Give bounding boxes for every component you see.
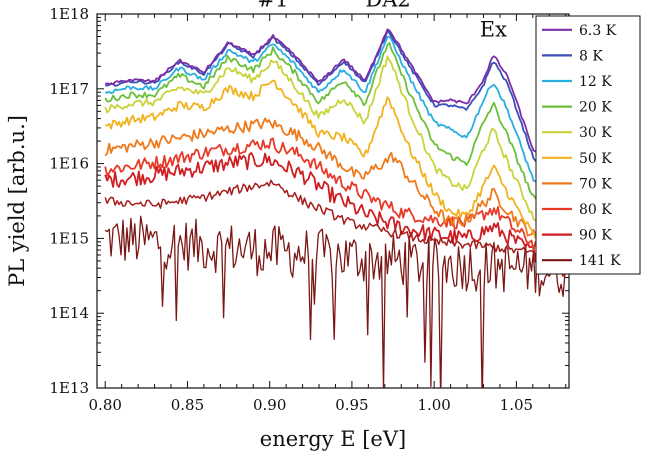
series-line-unlabeled	[104, 179, 566, 261]
series-line-70-K	[104, 117, 566, 270]
peak-label: Ex	[480, 17, 507, 41]
x-tick-label: 0.90	[253, 396, 286, 414]
series-line-50-K	[105, 79, 566, 259]
peak-label: DA2	[365, 0, 410, 12]
legend-box	[535, 15, 641, 275]
legend-label: 141 K	[579, 253, 621, 269]
series-line-30-K	[104, 55, 566, 247]
series-layer	[104, 28, 566, 388]
x-tick-label: 0.85	[171, 396, 204, 414]
legend-label: 90 K	[579, 228, 612, 244]
y-tick-label: 1E15	[49, 229, 89, 247]
legend-label: 8 K	[579, 48, 603, 64]
y-tick-label: 1E16	[49, 155, 89, 173]
legend-label: 80 K	[579, 202, 612, 218]
series-line-6-3-K	[104, 28, 566, 193]
series-line-80-K	[104, 137, 566, 274]
legend: 6.3 K 8 K 12 K 20 K 30 K 50 K 70 K 80 K 90 K 141 …	[535, 15, 641, 275]
peak-label: #1	[257, 0, 288, 12]
y-axis-label: PL yield [arb.u.]	[5, 115, 29, 287]
legend-label: 6.3 K	[579, 23, 617, 39]
legend-label: 20 K	[579, 100, 612, 116]
series-line-20-K	[104, 42, 566, 231]
legend-label: 12 K	[579, 74, 612, 90]
x-tick-label: 0.95	[335, 396, 368, 414]
peak-annotations: #1 DA2 Ex	[257, 0, 507, 41]
y-tick-label: 1E18	[49, 5, 89, 23]
legend-label: 30 K	[579, 125, 612, 141]
legend-label: 70 K	[579, 176, 612, 192]
y-tick-label: 1E13	[49, 379, 89, 397]
series-line-12-K	[105, 35, 566, 216]
x-axis-label: energy E [eV]	[260, 427, 406, 451]
x-tick-label: 1.05	[500, 396, 533, 414]
series-line-141-K	[104, 215, 566, 388]
series-line-90-K	[104, 151, 566, 277]
y-tick-label: 1E17	[49, 80, 89, 98]
legend-label: 50 K	[579, 151, 612, 167]
y-tick-label: 1E14	[49, 304, 89, 322]
x-tick-label: 0.80	[89, 396, 122, 414]
x-tick-label: 1.00	[417, 396, 450, 414]
